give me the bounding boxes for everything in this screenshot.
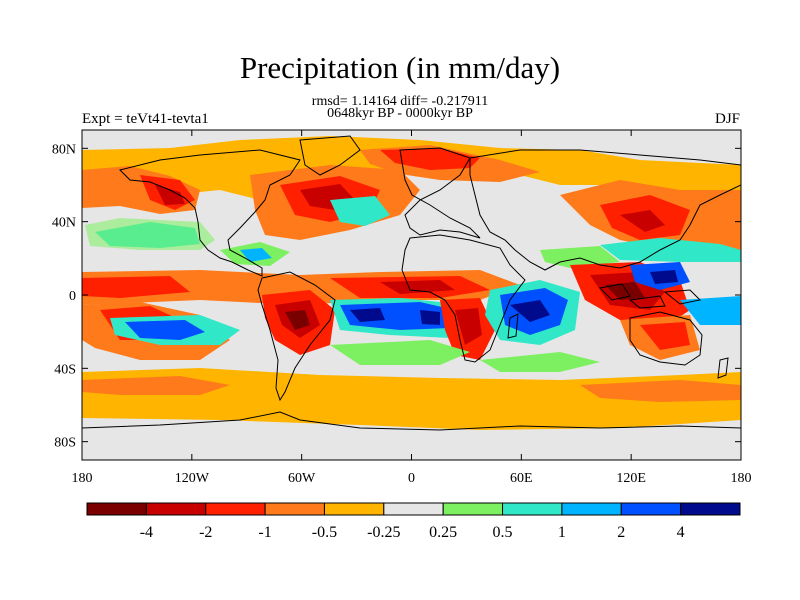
coastline-asia xyxy=(469,149,741,271)
plot-title: Precipitation (in mm/day) xyxy=(239,50,561,85)
lat-tick-label: 40N xyxy=(52,216,76,231)
anomaly-patch xyxy=(650,270,678,284)
colorbar-swatch xyxy=(205,502,266,516)
anomaly-patch xyxy=(85,218,215,250)
lat-tick-label: 80N xyxy=(52,142,76,157)
coastline-europe xyxy=(399,147,481,239)
colorbar-swatch xyxy=(86,502,147,516)
stats-line: rmsd= 1.14164 diff= -0.217911 xyxy=(311,94,489,109)
anomaly-patch xyxy=(640,322,690,350)
colorbar-label: 1 xyxy=(558,524,566,541)
anomaly-patch xyxy=(605,282,645,300)
anomaly-patch xyxy=(155,185,185,205)
colorbar-label: 0.25 xyxy=(429,524,457,541)
lon-tick-label: 180 xyxy=(72,471,93,486)
colorbar-swatch xyxy=(264,502,325,516)
coastline-indonesia xyxy=(598,283,702,309)
period-line: 0648kyr BP - 0000kyr BP xyxy=(327,106,473,121)
colorbar-label: -4 xyxy=(140,524,153,541)
lat-tick-label: 0 xyxy=(69,289,76,304)
anomaly-patch xyxy=(420,310,440,325)
coastline-south-america xyxy=(257,271,336,402)
experiment-label: Expt = teVt41-tevta1 xyxy=(82,111,209,127)
lon-tick-label: 180 xyxy=(731,471,752,486)
colorbar-label: 4 xyxy=(677,524,685,541)
colorbar-label: -0.25 xyxy=(367,524,400,541)
lat-tick-label: 80S xyxy=(54,436,76,451)
colorbar-label: 2 xyxy=(617,524,625,541)
lon-tick-label: 60W xyxy=(288,471,316,486)
coastline-australia xyxy=(629,311,703,366)
colorbar-label: -2 xyxy=(199,524,212,541)
colorbar-label: -1 xyxy=(258,524,271,541)
anomaly-patch xyxy=(125,320,205,340)
lon-tick-label: 120W xyxy=(175,471,210,486)
anomaly-patch xyxy=(580,380,741,402)
coastline-north-america xyxy=(119,149,301,277)
anomaly-patch xyxy=(82,368,741,430)
colorbar-label: -0.5 xyxy=(312,524,337,541)
anomaly-patch xyxy=(82,376,230,395)
colorbar-label: 0.5 xyxy=(493,524,513,541)
anomaly-patch xyxy=(380,280,455,294)
colorbar-swatch xyxy=(145,502,207,516)
colorbar-swatch xyxy=(323,502,385,516)
colorbar-swatch xyxy=(502,502,563,516)
colorbar-swatch xyxy=(620,502,682,516)
coastline-africa xyxy=(401,234,526,363)
anomaly-patch xyxy=(680,296,741,325)
coastline-greenland xyxy=(299,135,361,176)
colorbar: -4 -2 -1 -0.5 -0.25 0.25 0.5 1 2 4 xyxy=(86,502,741,541)
lon-tick-label: 120E xyxy=(616,471,646,486)
coastline-new-zealand xyxy=(717,357,729,379)
anomaly-patch xyxy=(480,352,600,372)
anomaly-patch xyxy=(82,276,190,298)
lat-tick-label: 40S xyxy=(54,362,76,377)
anomaly-patch xyxy=(350,308,385,322)
anomaly-patch xyxy=(600,238,741,262)
anomaly-patch xyxy=(240,248,272,262)
coastline-madagascar xyxy=(507,313,519,339)
coastlines xyxy=(82,135,741,431)
precipitation-anomaly-field xyxy=(82,136,741,460)
season-label: DJF xyxy=(714,111,740,127)
anomaly-patch xyxy=(455,308,482,345)
lon-tick-label: 60E xyxy=(510,471,533,486)
anomaly-patch xyxy=(285,310,310,330)
anomaly-patch xyxy=(330,340,470,365)
anomaly-patch xyxy=(620,210,665,232)
map-axes: 80N 40N 0 40S 80S 180 120W 60W 0 60E 120E 180 xyxy=(52,130,752,486)
colorbar-swatch xyxy=(442,502,504,516)
lon-tick-label: 0 xyxy=(408,471,415,486)
anomaly-patch xyxy=(330,196,390,226)
anomaly-patch xyxy=(510,300,550,322)
anomaly-patch xyxy=(82,430,741,460)
coastline-antarctica xyxy=(82,411,741,431)
colorbar-swatch xyxy=(383,502,444,516)
colorbar-swatch xyxy=(680,502,741,516)
colorbar-swatch xyxy=(561,502,622,516)
